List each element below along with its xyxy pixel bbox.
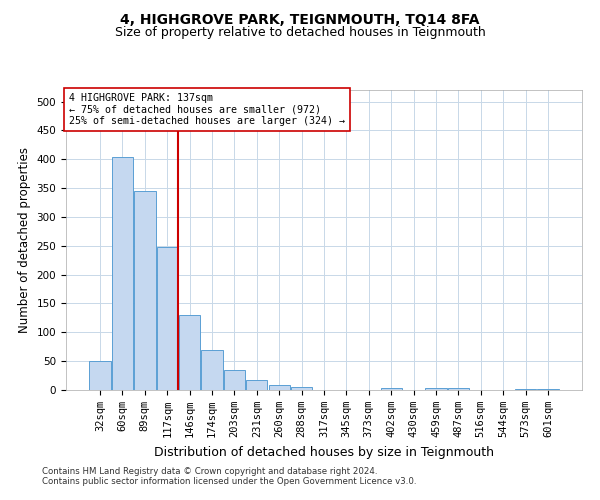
Bar [515, 389, 536, 390]
Bar [157, 247, 178, 390]
Bar [112, 158, 133, 390]
Text: Contains public sector information licensed under the Open Government Licence v3: Contains public sector information licen… [42, 477, 416, 486]
Bar [202, 350, 223, 390]
Bar [380, 388, 402, 390]
Bar [291, 387, 312, 390]
X-axis label: Distribution of detached houses by size in Teignmouth: Distribution of detached houses by size … [154, 446, 494, 458]
Bar [134, 191, 155, 390]
Text: 4, HIGHGROVE PARK, TEIGNMOUTH, TQ14 8FA: 4, HIGHGROVE PARK, TEIGNMOUTH, TQ14 8FA [120, 12, 480, 26]
Y-axis label: Number of detached properties: Number of detached properties [18, 147, 31, 333]
Bar [537, 389, 559, 390]
Bar [89, 361, 111, 390]
Bar [224, 370, 245, 390]
Text: Contains HM Land Registry data © Crown copyright and database right 2024.: Contains HM Land Registry data © Crown c… [42, 467, 377, 476]
Text: Size of property relative to detached houses in Teignmouth: Size of property relative to detached ho… [115, 26, 485, 39]
Bar [425, 388, 446, 390]
Bar [448, 388, 469, 390]
Bar [179, 315, 200, 390]
Text: 4 HIGHGROVE PARK: 137sqm
← 75% of detached houses are smaller (972)
25% of semi-: 4 HIGHGROVE PARK: 137sqm ← 75% of detach… [68, 93, 344, 126]
Bar [269, 386, 290, 390]
Bar [246, 380, 268, 390]
